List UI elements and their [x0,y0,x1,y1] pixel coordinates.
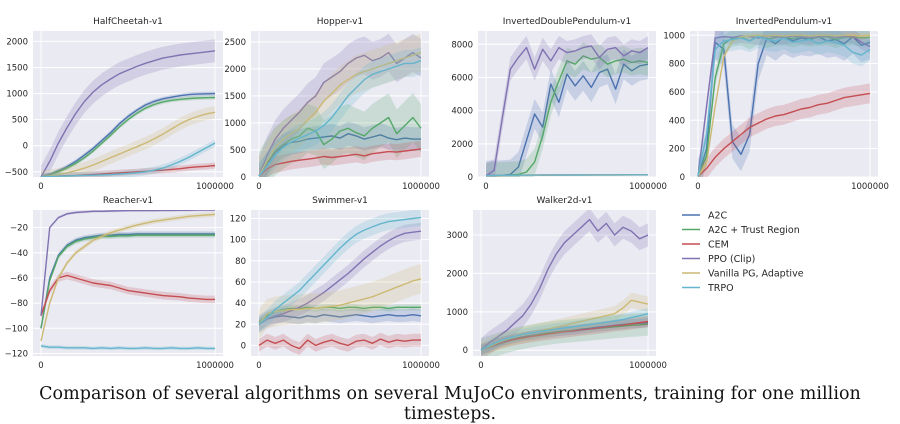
panel-hopper-v1: 0 500 1000 1500 2000 2500 0 1000000 Hopper-v1 [224,17,440,200]
panel-reacher-v1: −120 −100 −80 −60 −40 −20 0 1000000 Reacher-v1 [5,196,234,371]
x-tick-label: 1000000 [196,361,234,371]
y-tick-label: 8000 [451,40,473,50]
y-tick-label: 0 [241,341,246,351]
y-tick-label: 2000 [6,37,28,47]
y-tick-label: −120 [5,349,28,359]
y-tick-label: 2500 [224,38,246,48]
y-tick-label: 800 [669,60,685,70]
y-tick-label: 200 [669,145,685,155]
y-tick-label: 1500 [224,92,246,102]
panel-swimmer-v1: 0 20 40 60 80 100 120 0 1000000 Swimmer-v1 [230,196,440,371]
y-tick-label: 1000 [224,119,246,129]
panel-title: Reacher-v1 [103,196,153,206]
y-tick-label: 0 [468,173,473,183]
y-tick-label: 2000 [446,269,468,279]
legend-entry-a2c-trust-region: A2C + Trust Region [682,225,800,236]
x-tick-label: 0 [38,361,43,371]
y-tick-label: −500 [5,168,28,178]
y-tick-label: 1000 [446,308,468,318]
y-tick-label: 1000 [663,31,685,41]
legend-entry-vanilla-pg-adaptive: Vanilla PG, Adaptive [682,269,804,280]
legend-entry-a2c: A2C [682,211,728,222]
y-tick-label: 500 [12,116,28,126]
x-tick-label: 1000000 [402,182,440,192]
y-tick-label: 0 [23,142,28,152]
panel-title: Walker2d-v1 [537,196,593,206]
x-tick-label: 0 [38,182,43,192]
y-tick-label: −100 [5,324,28,334]
y-tick-label: 500 [230,146,246,156]
y-tick-label: 60 [235,278,246,288]
panel-halfcheetah-v1: −500 0 500 1000 1500 2000 0 1000000 HalfCheetah-… [5,17,234,192]
y-tick-label: 20 [235,320,246,330]
panel-title: InvertedDoublePendulum-v1 [503,17,631,27]
y-tick-label: 4000 [451,107,473,117]
y-tick-label: −60 [10,274,28,284]
panel-walker2d-v1: 0 1000 2000 3000 0 1000000 Walker2d-v1 [446,196,667,371]
x-tick-label: 0 [483,182,488,192]
y-tick-label: −40 [10,249,28,259]
legend-label: Vanilla PG, Adaptive [708,269,804,280]
legend-label: PPO (Clip) [708,254,755,265]
y-tick-label: 2000 [451,140,473,150]
panel-inverteddoublependulum-v1: 0 2000 4000 6000 8000 0 1000000 InvertedDoubleP… [451,17,667,192]
y-tick-label: −20 [10,224,28,234]
panel-title: InvertedPendulum-v1 [736,17,833,27]
y-tick-label: 1500 [6,64,28,74]
y-tick-label: 120 [230,214,246,224]
x-tick-label: 1000000 [402,361,440,371]
panel-title: Hopper-v1 [317,17,363,27]
panel-invertedpendulum-v1: 0 200 400 600 800 1000 0 1000000 InvertedPendulu… [663,17,889,193]
legend-label: CEM [708,240,729,251]
y-tick-label: 100 [230,236,246,246]
legend-label: A2C [708,211,728,222]
legend: A2C A2C + Trust Region CEM PPO (Clip) Vanill… [682,211,804,295]
legend-label: TRPO [707,283,734,294]
y-tick-label: 6000 [451,73,473,83]
x-tick-label: 0 [256,361,261,371]
figure-caption: Comparison of several algorithms on seve… [0,384,900,424]
legend-entry-cem: CEM [682,240,729,251]
legend-entry-ppo-clip: PPO (Clip) [682,254,755,265]
legend-entry-trpo: TRPO [682,283,734,294]
x-tick-label: 0 [256,182,261,192]
y-tick-label: 400 [669,116,685,126]
x-tick-label: 1000000 [629,182,667,192]
y-tick-label: −80 [10,299,28,309]
y-tick-label: 3000 [446,231,468,241]
legend-label: A2C + Trust Region [708,225,800,236]
x-tick-label: 1000000 [851,182,889,192]
y-tick-label: 0 [241,173,246,183]
panel-title: HalfCheetah-v1 [93,17,163,27]
y-tick-label: 2000 [224,65,246,75]
y-tick-label: 600 [669,88,685,98]
y-tick-label: 0 [463,346,468,356]
x-tick-label: 0 [478,361,483,371]
x-tick-label: 1000000 [629,361,667,371]
y-tick-label: 80 [235,257,246,267]
panel-title: Swimmer-v1 [312,196,368,206]
y-tick-label: 1000 [6,90,28,100]
x-tick-label: 1000000 [196,182,234,192]
x-tick-label: 0 [695,182,700,192]
y-tick-label: 0 [680,173,685,183]
y-tick-label: 40 [235,299,246,309]
